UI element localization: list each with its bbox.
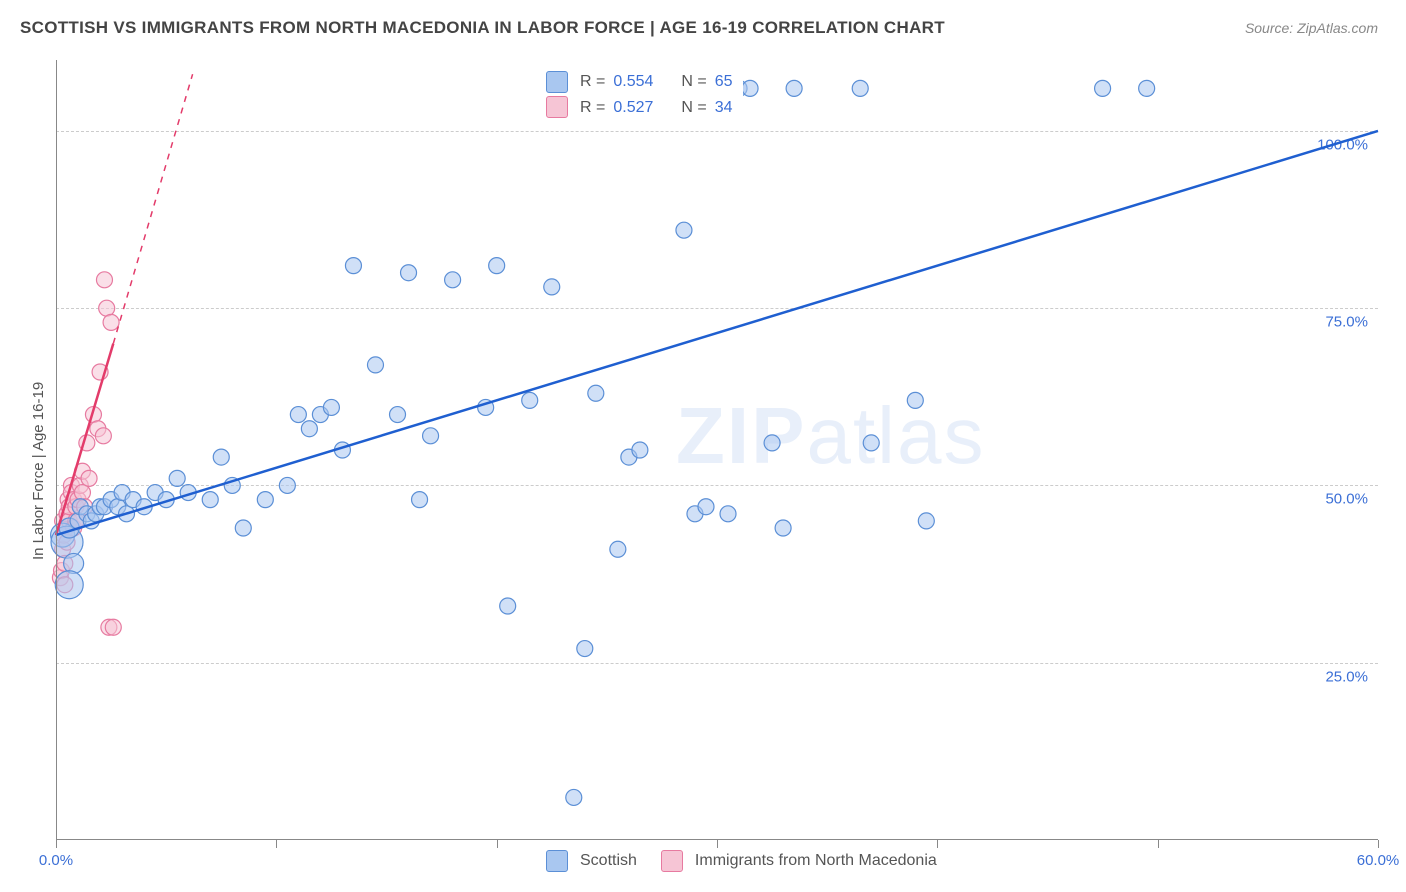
data-point [390, 407, 406, 423]
data-point [257, 492, 273, 508]
n-value: 65 [715, 69, 733, 95]
data-point [863, 435, 879, 451]
chart-area: ZIPatlas 25.0%50.0%75.0%100.0%0.0%60.0% … [56, 60, 1378, 840]
data-point [301, 421, 317, 437]
trend-line [113, 74, 192, 343]
data-point [907, 392, 923, 408]
chart-title: SCOTTISH VS IMMIGRANTS FROM NORTH MACEDO… [20, 18, 945, 38]
data-point [489, 258, 505, 274]
chart-source: Source: ZipAtlas.com [1245, 20, 1378, 36]
data-point [169, 470, 185, 486]
data-point [202, 492, 218, 508]
r-label: R = [580, 95, 605, 121]
data-point [698, 499, 714, 515]
legend-item: Scottish [546, 850, 637, 872]
legend-swatch [661, 850, 683, 872]
r-label: R = [580, 69, 605, 95]
data-point [55, 571, 83, 599]
data-point [764, 435, 780, 451]
data-point [235, 520, 251, 536]
data-point [544, 279, 560, 295]
legend-swatch [546, 96, 568, 118]
data-point [775, 520, 791, 536]
legend-row: R = 0.527 N = 34 [546, 95, 733, 121]
data-point [676, 222, 692, 238]
x-tick [56, 840, 57, 848]
legend-swatch [546, 71, 568, 93]
data-point [367, 357, 383, 373]
x-tick [1378, 840, 1379, 848]
data-point [720, 506, 736, 522]
data-point [401, 265, 417, 281]
x-tick [1158, 840, 1159, 848]
x-axis-line [56, 839, 1378, 840]
x-tick-label: 60.0% [1357, 852, 1400, 869]
x-tick [937, 840, 938, 848]
correlation-legend: R = 0.554 N = 65 R = 0.527 N = 34 [536, 65, 743, 124]
scatter-plot [56, 60, 1378, 840]
legend-item: Immigrants from North Macedonia [661, 850, 937, 872]
data-point [1095, 80, 1111, 96]
data-point [566, 789, 582, 805]
data-point [323, 399, 339, 415]
data-point [412, 492, 428, 508]
data-point [522, 392, 538, 408]
data-point [610, 541, 626, 557]
x-tick [717, 840, 718, 848]
data-point [500, 598, 516, 614]
x-tick-label: 0.0% [39, 852, 73, 869]
data-point [279, 477, 295, 493]
data-point [588, 385, 604, 401]
x-tick [497, 840, 498, 848]
series-legend: Scottish Immigrants from North Macedonia [546, 850, 937, 872]
n-label: N = [681, 95, 706, 121]
data-point [213, 449, 229, 465]
data-point [445, 272, 461, 288]
data-point [577, 641, 593, 657]
data-point [74, 485, 90, 501]
y-axis-title: In Labor Force | Age 16-19 [30, 382, 47, 560]
data-point [105, 619, 121, 635]
x-tick [276, 840, 277, 848]
data-point [96, 272, 112, 288]
r-value: 0.527 [613, 95, 653, 121]
legend-label: Scottish [580, 852, 637, 870]
data-point [852, 80, 868, 96]
data-point [1139, 80, 1155, 96]
data-point [918, 513, 934, 529]
n-value: 34 [715, 95, 733, 121]
data-point [786, 80, 802, 96]
data-point [81, 470, 97, 486]
data-point [99, 300, 115, 316]
legend-label: Immigrants from North Macedonia [695, 852, 937, 870]
data-point [103, 314, 119, 330]
n-label: N = [681, 69, 706, 95]
data-point [345, 258, 361, 274]
data-point [423, 428, 439, 444]
data-point [742, 80, 758, 96]
chart-header: SCOTTISH VS IMMIGRANTS FROM NORTH MACEDO… [0, 0, 1406, 48]
y-axis-line [56, 60, 57, 840]
data-point [632, 442, 648, 458]
legend-swatch [546, 850, 568, 872]
r-value: 0.554 [613, 69, 653, 95]
data-point [290, 407, 306, 423]
legend-row: R = 0.554 N = 65 [546, 69, 733, 95]
trend-line [56, 131, 1378, 535]
data-point [95, 428, 111, 444]
